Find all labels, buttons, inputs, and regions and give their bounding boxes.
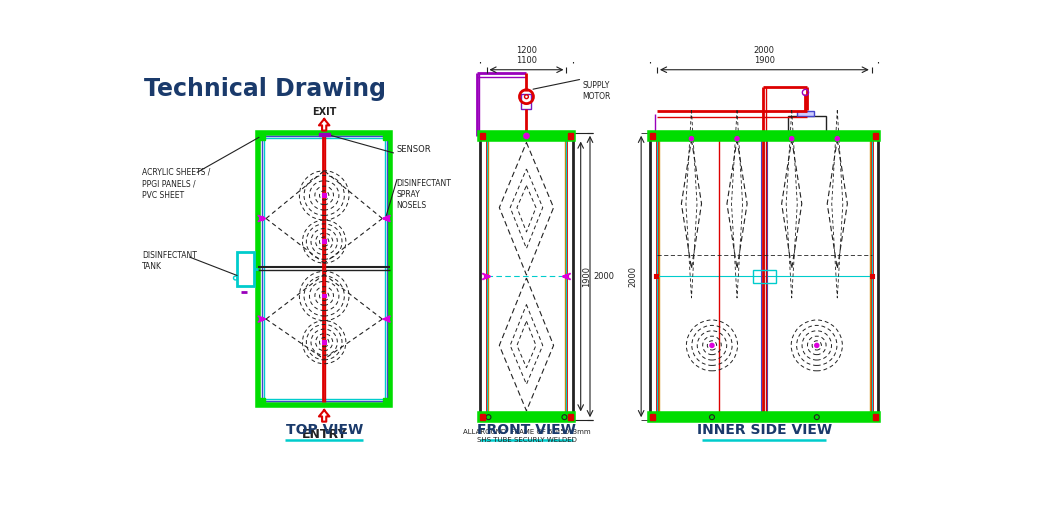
Text: ACRYLIC SHEETS /
PPGI PANELS /
PVC SHEET: ACRYLIC SHEETS / PPGI PANELS / PVC SHEET <box>142 168 210 200</box>
Bar <box>480 133 485 139</box>
Bar <box>258 398 266 405</box>
Circle shape <box>735 137 739 140</box>
Text: INNER SIDE VIEW: INNER SIDE VIEW <box>697 423 832 437</box>
Bar <box>796 111 813 116</box>
Text: 1100: 1100 <box>516 56 537 65</box>
Text: Technical Drawing: Technical Drawing <box>144 77 387 101</box>
Bar <box>873 414 878 420</box>
Bar <box>873 133 878 139</box>
Bar <box>568 133 573 139</box>
Bar <box>657 139 872 414</box>
Bar <box>386 317 389 321</box>
Bar <box>568 414 573 420</box>
Bar <box>753 270 776 283</box>
Circle shape <box>525 134 529 138</box>
Bar <box>323 240 326 243</box>
Bar <box>486 139 566 414</box>
Text: DISINFECTANT
TANK: DISINFECTANT TANK <box>142 251 196 271</box>
Bar <box>237 252 254 286</box>
Text: 1200: 1200 <box>516 46 537 55</box>
Bar <box>258 133 266 140</box>
Bar <box>263 138 384 399</box>
Bar <box>260 317 262 321</box>
Bar <box>260 217 262 220</box>
Bar <box>258 133 390 405</box>
Text: 1900: 1900 <box>582 266 592 287</box>
Bar <box>486 139 566 414</box>
Bar <box>323 194 326 197</box>
Text: EXIT: EXIT <box>312 108 337 117</box>
Bar <box>657 139 872 414</box>
Text: 2000: 2000 <box>629 266 637 287</box>
Circle shape <box>710 344 714 347</box>
Bar <box>480 133 573 420</box>
Text: TOP VIEW: TOP VIEW <box>286 423 363 437</box>
Bar <box>521 94 531 109</box>
Bar <box>480 414 485 420</box>
Text: SENSOR: SENSOR <box>396 145 431 154</box>
Bar <box>788 116 826 139</box>
Circle shape <box>790 137 793 140</box>
Bar <box>319 133 329 136</box>
Bar <box>383 398 390 405</box>
Bar <box>650 414 655 420</box>
Bar <box>655 275 657 278</box>
Text: ENTRY: ENTRY <box>302 428 347 441</box>
Text: 2000: 2000 <box>754 46 775 55</box>
Bar <box>650 133 878 139</box>
Bar <box>383 133 390 140</box>
Bar <box>262 136 387 401</box>
Bar <box>386 217 389 220</box>
Bar <box>871 275 874 278</box>
Text: FRONT VIEW: FRONT VIEW <box>477 423 576 437</box>
Text: DISINFECTANT
SPRAY
NOSELS: DISINFECTANT SPRAY NOSELS <box>396 179 451 210</box>
Text: 2000: 2000 <box>594 272 615 281</box>
Bar <box>484 275 487 278</box>
Text: ALLAROUND  FRAME OF 50*50*3mm
SHS TUBE SECURLY WELDED: ALLAROUND FRAME OF 50*50*3mm SHS TUBE SE… <box>463 429 590 444</box>
Bar <box>650 133 655 139</box>
Bar <box>489 139 565 414</box>
Bar <box>323 295 326 297</box>
Text: 1900: 1900 <box>754 56 775 65</box>
Text: SUPPLY
MOTOR: SUPPLY MOTOR <box>582 81 611 101</box>
Circle shape <box>485 275 487 278</box>
Circle shape <box>836 137 839 140</box>
Bar <box>480 414 573 420</box>
Bar <box>480 133 573 139</box>
Circle shape <box>689 137 693 140</box>
Circle shape <box>815 344 819 347</box>
Circle shape <box>565 275 568 278</box>
Bar <box>658 139 870 414</box>
Bar <box>521 94 531 109</box>
Bar <box>565 275 568 278</box>
Bar <box>650 414 878 420</box>
Bar <box>650 133 878 420</box>
Bar <box>323 341 326 344</box>
